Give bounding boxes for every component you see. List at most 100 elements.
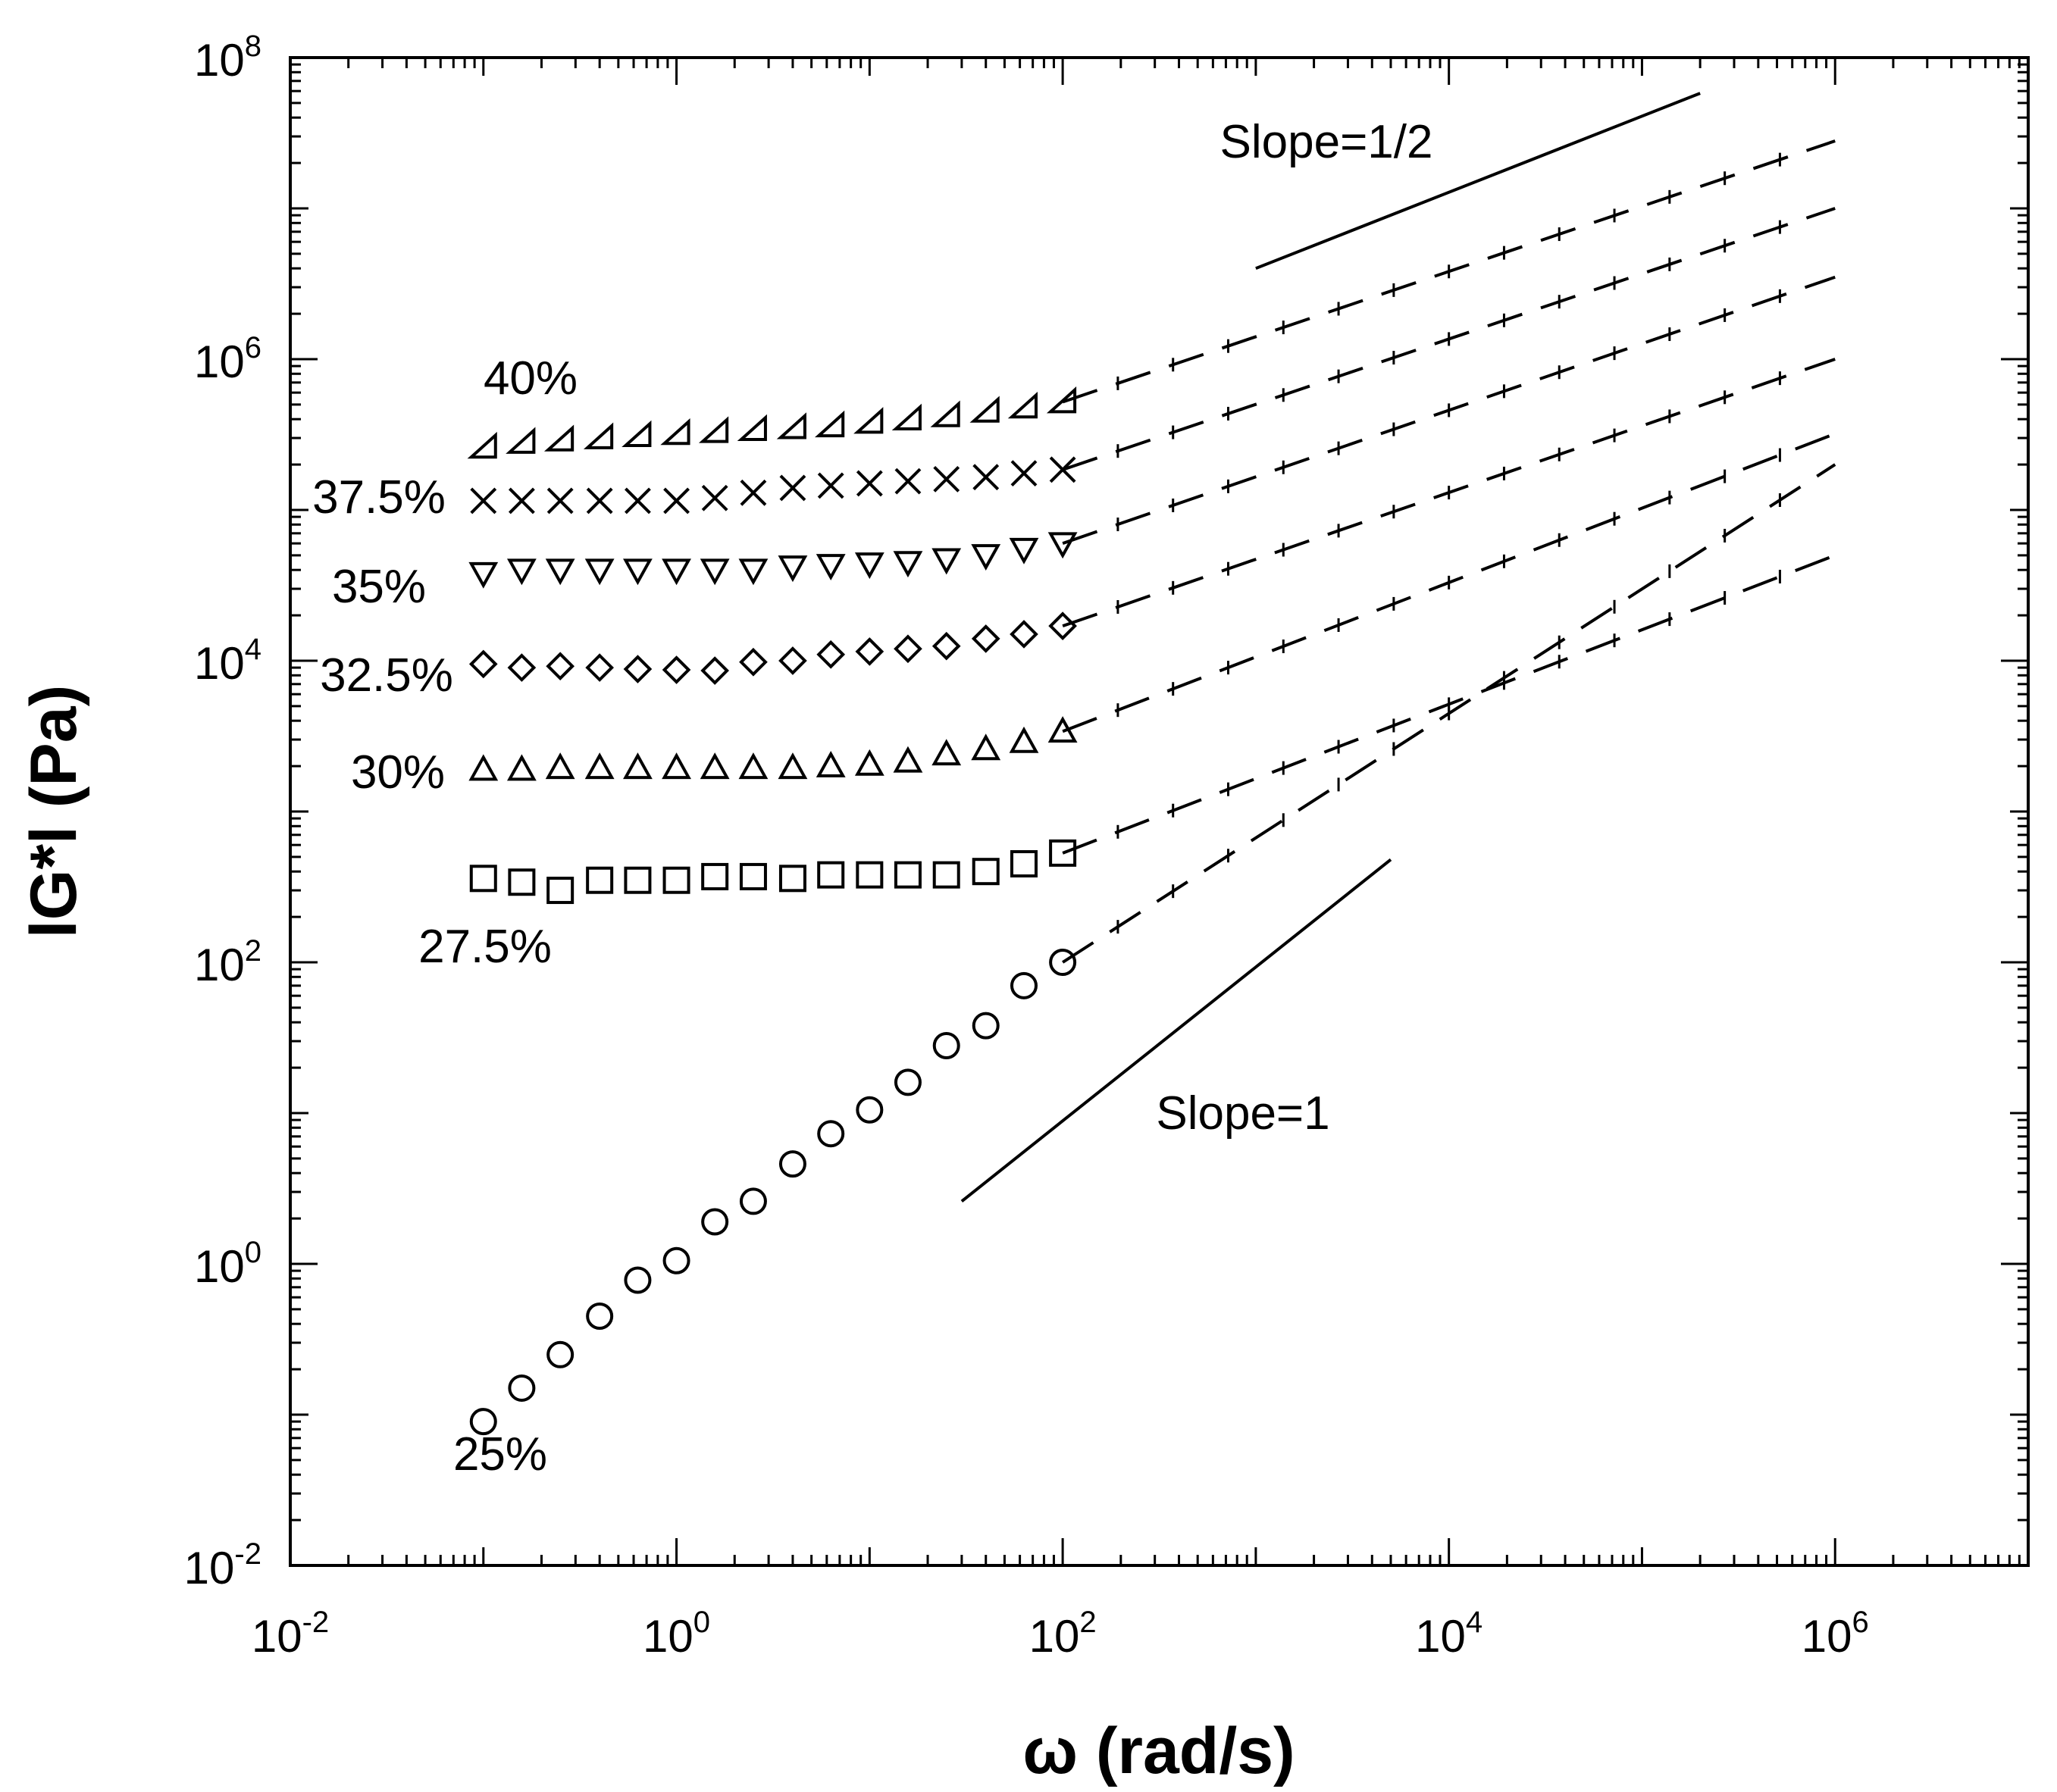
data-point xyxy=(624,1266,652,1294)
data-point xyxy=(931,548,962,575)
data-point xyxy=(1047,532,1078,559)
slope-label: Slope=1/2 xyxy=(1220,116,1433,168)
data-point xyxy=(660,418,690,446)
data-point xyxy=(778,865,806,893)
data-point xyxy=(933,465,960,493)
data-point xyxy=(508,1374,536,1402)
data-point xyxy=(971,733,1001,761)
data-point xyxy=(740,479,767,506)
data-point xyxy=(854,552,884,580)
series-label: 37.5% xyxy=(312,471,446,524)
data-point xyxy=(586,866,614,894)
data-point xyxy=(816,750,846,777)
data-point xyxy=(856,1096,884,1124)
data-point xyxy=(467,431,497,459)
data-point xyxy=(468,754,499,781)
data-point xyxy=(546,487,574,514)
x-tick-label: 102 xyxy=(1029,1606,1097,1662)
data-point xyxy=(662,752,691,780)
data-point xyxy=(701,484,728,511)
data-point xyxy=(545,558,575,586)
data-point xyxy=(1049,839,1077,867)
data-point xyxy=(738,752,769,780)
data-point xyxy=(662,866,690,894)
data-point xyxy=(584,752,615,780)
data-point xyxy=(624,866,652,894)
data-point xyxy=(469,865,497,893)
data-point xyxy=(779,474,806,502)
data-point xyxy=(856,861,884,889)
data-point xyxy=(698,416,729,443)
data-point xyxy=(1049,456,1076,483)
data-point xyxy=(700,558,730,586)
data-point xyxy=(776,412,806,439)
data-point xyxy=(1047,716,1078,743)
data-point xyxy=(1007,391,1038,419)
data-point xyxy=(972,858,1000,886)
x-tick-label: 104 xyxy=(1415,1606,1482,1662)
series-label: 30% xyxy=(351,746,445,799)
axis-ticks xyxy=(289,58,2028,1567)
data-point xyxy=(546,877,575,905)
data-point xyxy=(816,640,846,669)
data-point xyxy=(931,739,962,766)
data-point xyxy=(739,647,768,677)
data-point xyxy=(969,396,1000,423)
data-point xyxy=(1046,386,1077,414)
x-axis-title: ω (rad/s) xyxy=(1022,1715,1295,1787)
data-point xyxy=(817,472,844,499)
slope-annotations: Slope=1/2 Slope=1 xyxy=(960,92,1701,1202)
data-point xyxy=(584,558,615,586)
data-point xyxy=(932,861,960,889)
x-tick-label: 100 xyxy=(643,1606,710,1662)
series-label: 32.5% xyxy=(320,649,453,702)
data-point xyxy=(700,656,729,685)
y-tick-label: 106 xyxy=(194,331,261,387)
y-axis-title: lG*l (Pa) xyxy=(17,685,90,939)
data-point xyxy=(931,631,961,661)
data-point xyxy=(546,1340,575,1368)
y-tick-label: 104 xyxy=(194,633,261,689)
series-label: 40% xyxy=(484,352,578,405)
data-point xyxy=(506,754,537,781)
data-point xyxy=(738,558,769,586)
data-point xyxy=(546,652,575,681)
data-point xyxy=(894,468,922,495)
data-point xyxy=(972,464,1000,491)
data-point xyxy=(623,655,653,683)
data-point xyxy=(854,749,884,776)
data-point xyxy=(701,862,729,890)
data-point xyxy=(816,554,846,581)
data-point xyxy=(893,551,923,578)
data-point xyxy=(468,649,498,679)
data-point xyxy=(701,1208,729,1236)
data-point xyxy=(856,470,883,497)
data-point xyxy=(778,646,807,675)
data-point xyxy=(621,420,652,448)
data-point xyxy=(778,752,808,780)
data-point xyxy=(893,746,923,773)
data-point xyxy=(894,1068,922,1096)
data-point xyxy=(468,561,499,589)
data-point xyxy=(778,1150,806,1178)
y-tick-label: 10-2 xyxy=(184,1537,261,1593)
data-point xyxy=(932,1032,960,1060)
data-point xyxy=(1009,537,1039,564)
data-point xyxy=(662,655,691,684)
data-point xyxy=(508,868,536,896)
tick-labels: 10-2 100 102 104 106 10-2 100 102 104 106 108 xyxy=(184,30,1869,1662)
data-point xyxy=(506,427,536,454)
data-point xyxy=(586,1303,614,1331)
data-point xyxy=(506,558,537,586)
data-point xyxy=(1010,460,1038,487)
data-point xyxy=(739,862,767,890)
series-label: 25% xyxy=(453,1428,547,1481)
data-point xyxy=(1010,620,1038,649)
slope-line xyxy=(1255,92,1701,271)
data-point xyxy=(470,487,497,514)
data-point xyxy=(623,558,653,586)
data-point xyxy=(853,407,884,434)
data-point xyxy=(817,1120,845,1148)
data-point xyxy=(894,861,922,889)
